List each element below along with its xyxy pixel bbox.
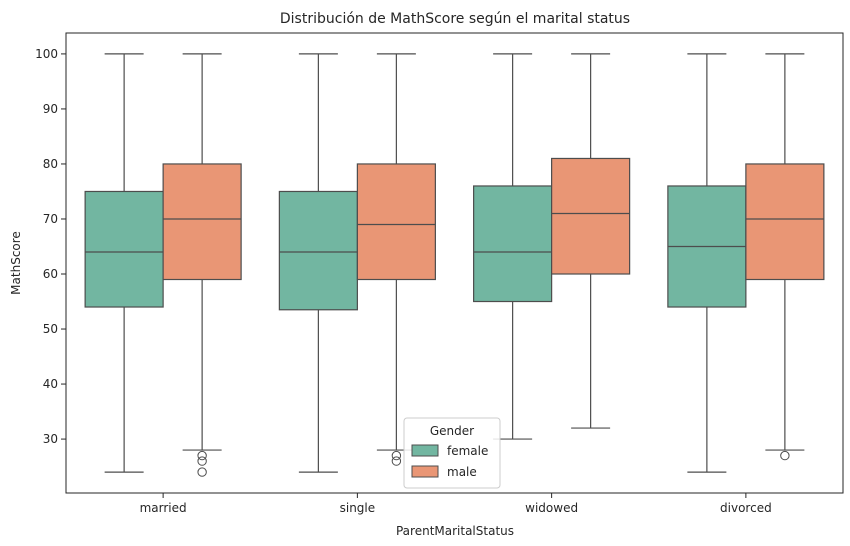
outlier-point [197, 450, 207, 461]
legend-swatch-female [411, 444, 439, 457]
box-iqr [356, 163, 436, 281]
y-tick-label: 40 [43, 377, 58, 391]
box-male-divorced [745, 53, 825, 461]
outlier-point [780, 450, 790, 461]
legend-label-male: male [447, 465, 477, 479]
legend: Gender female male [403, 417, 501, 489]
box-iqr [162, 163, 242, 281]
legend-swatch-male [411, 465, 439, 478]
y-tick-label: 80 [43, 157, 58, 171]
x-tick-label: widowed [525, 501, 578, 515]
y-tick-label: 70 [43, 212, 58, 226]
box-female-married [84, 53, 164, 473]
outlier-point [391, 450, 402, 461]
x-tick-label: single [340, 501, 376, 515]
outlier-point [197, 456, 207, 466]
y-axis: 30 40 50 60 70 80 90 100 [35, 47, 66, 446]
y-tick-label: 90 [43, 102, 58, 116]
x-axis: married single widowed divorced [140, 493, 772, 515]
box-female-widowed [473, 53, 553, 440]
box-male-married [162, 53, 242, 477]
x-tick-label: divorced [720, 501, 772, 515]
axes-frame [65, 32, 844, 494]
x-tick-label: married [140, 501, 187, 515]
y-tick-label: 50 [43, 322, 58, 336]
box-iqr [84, 190, 164, 308]
box-iqr [551, 157, 631, 275]
y-tick-label: 60 [43, 267, 58, 281]
x-axis-label: ParentMaritalStatus [396, 524, 514, 538]
y-axis-label: MathScore [9, 231, 23, 295]
legend-label-female: female [447, 444, 488, 458]
plot-area [84, 53, 825, 477]
box-male-single [356, 53, 436, 466]
box-female-divorced [667, 53, 747, 473]
chart-title: Distribución de MathScore según el marit… [280, 11, 630, 27]
box-iqr [745, 163, 825, 281]
outlier-point [197, 467, 207, 477]
outlier-point [391, 456, 402, 466]
legend-title: Gender [430, 424, 474, 438]
box-iqr [278, 190, 358, 311]
y-tick-label: 30 [43, 432, 58, 446]
box-male-widowed [551, 53, 631, 429]
box-iqr [473, 185, 553, 303]
y-tick-label: 100 [35, 47, 58, 61]
box-female-single [278, 53, 358, 473]
